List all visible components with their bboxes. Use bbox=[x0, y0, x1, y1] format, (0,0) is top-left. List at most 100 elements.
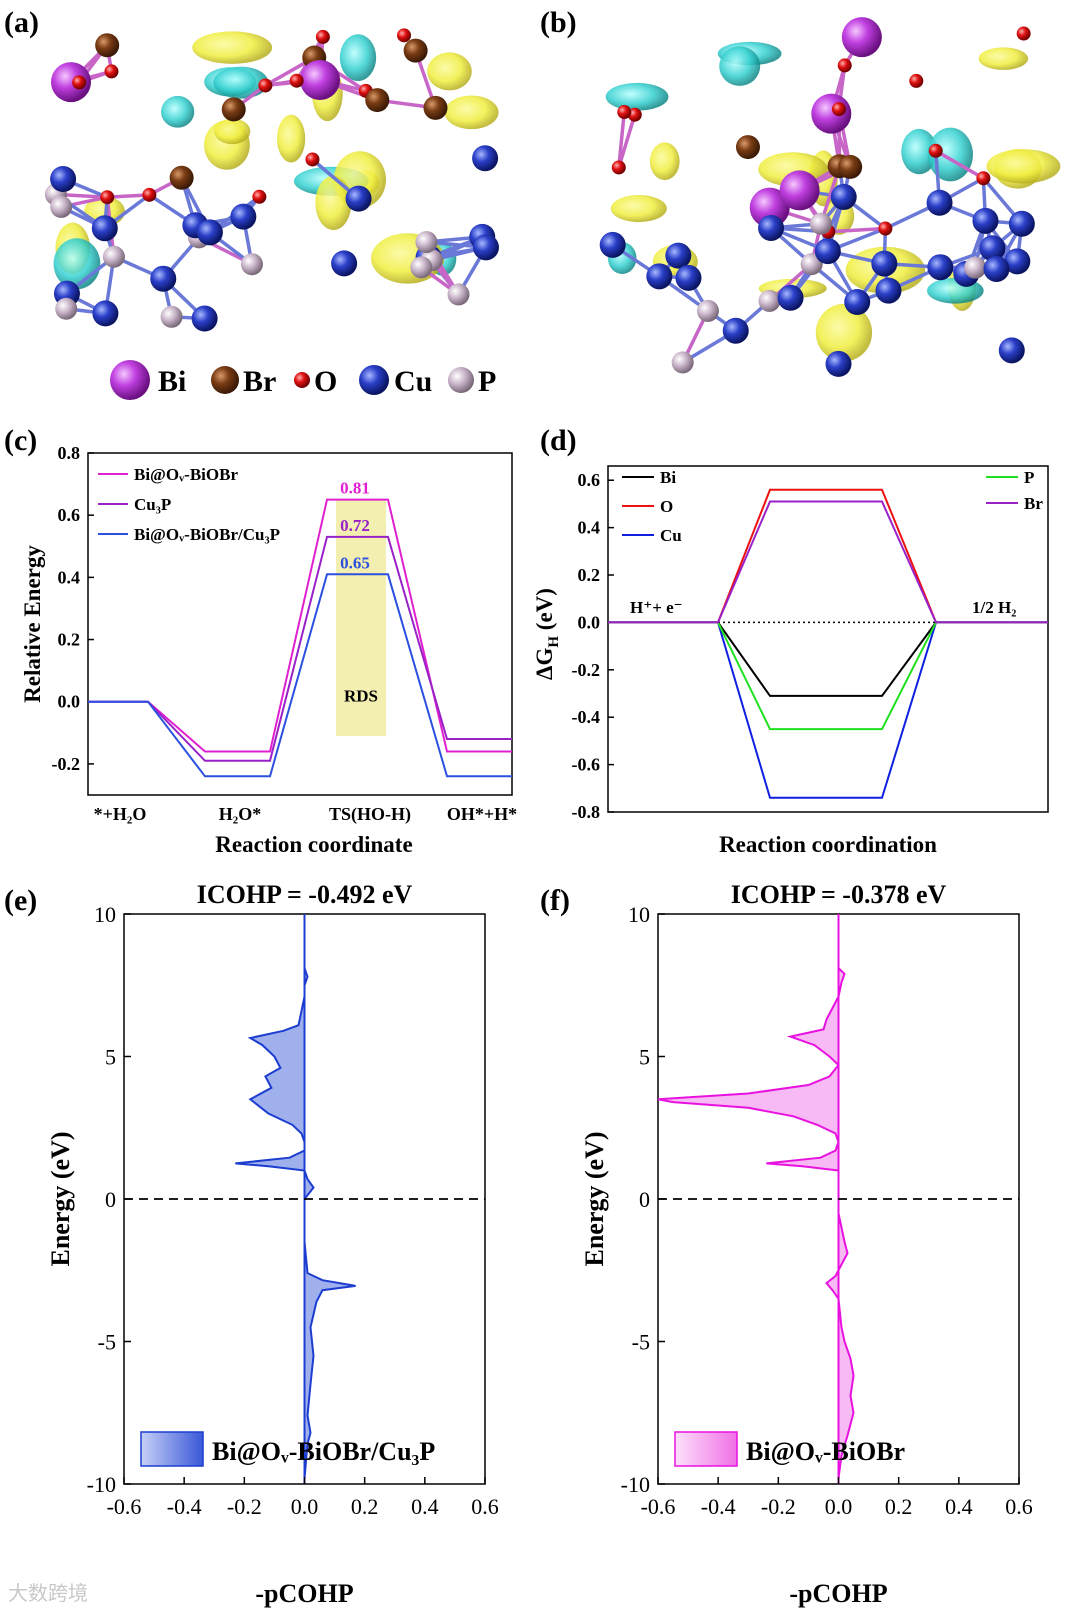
chart-c-energy-profile: RDS -0.2 0.0 0.2 0.4 0.6 0.8 0.81 0.72 0.65 Bi@Oᵥ-… bbox=[20, 443, 517, 857]
series-line bbox=[88, 573, 512, 778]
atom-cu bbox=[926, 189, 953, 216]
atom-cu bbox=[331, 250, 358, 277]
atom-br bbox=[423, 95, 448, 120]
atom-cu bbox=[91, 215, 118, 242]
atom-cu bbox=[972, 207, 999, 234]
y-tick-label: 0.0 bbox=[58, 692, 81, 712]
panel-label-a: (a) bbox=[4, 6, 39, 39]
y-tick-label: 0.4 bbox=[578, 518, 601, 538]
atom-cu bbox=[191, 305, 218, 332]
accumulation-isosurface bbox=[978, 47, 1029, 70]
y-axis-title: Relative Energy bbox=[20, 545, 45, 703]
atom-br bbox=[221, 97, 246, 122]
rds-label: RDS bbox=[344, 687, 378, 706]
atom-br bbox=[365, 88, 390, 113]
atom-o bbox=[878, 221, 893, 236]
x-category-label: TS(HO-H) bbox=[329, 804, 411, 825]
chart-e-pcohp: -0.6 -0.4 -0.2 0.0 0.2 0.4 0.6 -10 -5 0 5 10 ICOHP =… bbox=[46, 880, 499, 1608]
y-tick-label: 0 bbox=[105, 1187, 116, 1212]
y-tick-label: -5 bbox=[98, 1330, 116, 1355]
atom-cu bbox=[1008, 210, 1035, 237]
atom-o bbox=[252, 189, 267, 204]
y-tick-label: 0.0 bbox=[578, 612, 601, 632]
atom-bi bbox=[779, 170, 820, 211]
y-tick-label: 0.2 bbox=[58, 630, 81, 650]
atom-p bbox=[800, 253, 823, 276]
y-tick-label: -0.4 bbox=[572, 707, 601, 727]
x-tick-label: 0.4 bbox=[945, 1494, 973, 1519]
bond bbox=[828, 226, 886, 234]
atom-br bbox=[95, 33, 120, 58]
atom-o bbox=[611, 160, 626, 175]
x-axis-title: Reaction coordinate bbox=[215, 832, 412, 857]
atom-o bbox=[976, 171, 991, 186]
atom-cu bbox=[844, 288, 871, 315]
atom-p bbox=[410, 256, 433, 279]
atom-bi bbox=[300, 59, 341, 100]
panel-label-f: (f) bbox=[540, 884, 570, 917]
charge-density-structure-b bbox=[599, 17, 1061, 377]
y-axis-title: Energy (eV) bbox=[580, 1131, 609, 1266]
y-tick-label: 10 bbox=[628, 902, 650, 927]
atom-group bbox=[44, 28, 499, 332]
x-tick-label: -0.6 bbox=[107, 1494, 142, 1519]
pcohp-fill bbox=[235, 968, 356, 1479]
atom-p bbox=[671, 351, 694, 374]
accumulation-isosurface bbox=[315, 175, 352, 231]
atom-p bbox=[160, 305, 183, 328]
depletion-isosurface bbox=[339, 34, 377, 81]
atom-p bbox=[240, 253, 263, 276]
bond bbox=[107, 193, 150, 199]
accumulation-isosurface bbox=[427, 52, 472, 91]
legend-label: Cu₃P bbox=[134, 495, 171, 514]
bond bbox=[934, 149, 985, 180]
atom-p bbox=[415, 231, 438, 254]
barrier-label: 0.65 bbox=[340, 553, 370, 572]
y-tick-label: -0.2 bbox=[52, 754, 81, 774]
chart-title: ICOHP = -0.492 eV bbox=[197, 880, 413, 909]
atom-p bbox=[55, 297, 78, 320]
x-category-label: H₂O* bbox=[219, 804, 261, 824]
atom-cu bbox=[230, 203, 257, 230]
atom-br bbox=[169, 165, 194, 190]
atom-cu bbox=[92, 300, 119, 327]
barrier-label: 0.81 bbox=[340, 479, 370, 498]
atom-cu bbox=[814, 238, 841, 265]
y-tick-label: -10 bbox=[87, 1472, 116, 1497]
panel-label-e: (e) bbox=[4, 884, 37, 917]
atom-p bbox=[809, 212, 832, 235]
atom-p bbox=[447, 283, 470, 306]
bond bbox=[617, 111, 627, 168]
accumulation-isosurface bbox=[986, 149, 1061, 184]
y-tick-label: 5 bbox=[105, 1045, 116, 1070]
x-tick-label: 0.0 bbox=[291, 1494, 319, 1519]
pcohp-curve bbox=[657, 967, 855, 1479]
legend-atom-cu-icon bbox=[359, 365, 389, 395]
legend-label: Bi bbox=[660, 468, 676, 487]
legend-label-cu: Cu bbox=[394, 365, 432, 398]
panel-label-b: (b) bbox=[540, 6, 577, 39]
atom-o bbox=[289, 73, 304, 88]
atom-o bbox=[104, 64, 119, 79]
x-tick-label: -0.4 bbox=[701, 1494, 736, 1519]
atom-o bbox=[100, 190, 115, 205]
y-tick-label: -0.6 bbox=[572, 755, 601, 775]
atom-group bbox=[599, 17, 1035, 377]
x-tick-label: -0.2 bbox=[761, 1494, 796, 1519]
legend-label: O bbox=[660, 497, 673, 516]
y-tick-label: 10 bbox=[94, 902, 116, 927]
x-tick-label: -0.2 bbox=[227, 1494, 262, 1519]
atom-cu bbox=[599, 231, 626, 258]
atom-o bbox=[397, 28, 412, 43]
atom-cu bbox=[665, 242, 692, 269]
atom-o bbox=[837, 58, 852, 73]
atom-cu bbox=[345, 185, 372, 212]
atom-cu bbox=[722, 317, 749, 344]
atom-cu bbox=[472, 234, 499, 261]
atom-p bbox=[964, 256, 987, 279]
x-tick-label: -0.4 bbox=[167, 1494, 202, 1519]
accumulation-isosurface bbox=[649, 142, 680, 181]
y-tick-label: 5 bbox=[639, 1045, 650, 1070]
series-line bbox=[88, 535, 512, 762]
